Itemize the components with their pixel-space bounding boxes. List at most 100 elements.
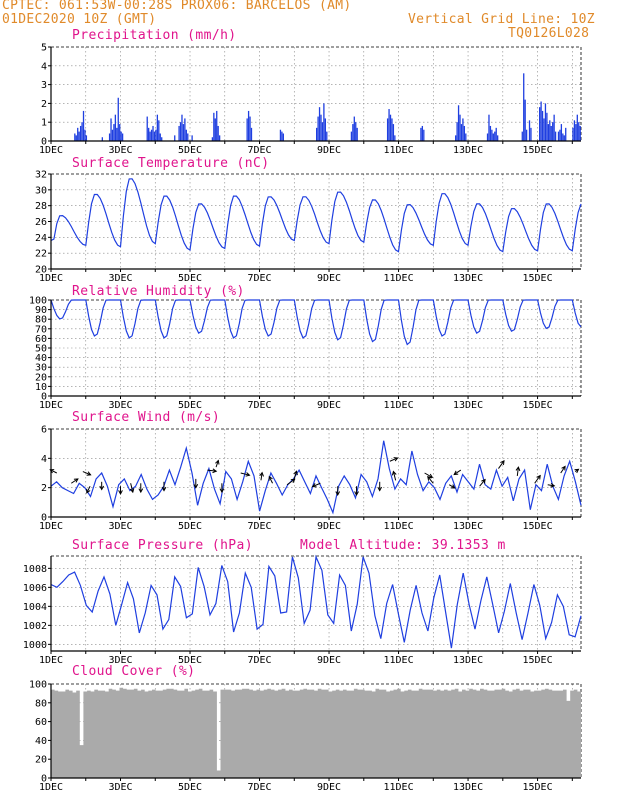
wind-arrow-head [193, 483, 199, 489]
x-tick-label: 15DEC [523, 400, 553, 411]
precip-bar [543, 118, 545, 141]
precip-bar [320, 114, 322, 141]
header-grid-note: Vertical Grid Line: 10Z [408, 12, 595, 27]
precip-bar [178, 125, 180, 141]
wind-arrow-head [129, 488, 135, 494]
x-tick-label: 5DEC [178, 782, 202, 793]
wind-arrow-head [161, 486, 167, 492]
pressure-line [50, 554, 582, 649]
wind-arrow [260, 472, 263, 481]
wind-speed-line [50, 440, 582, 515]
wind-arrow [82, 471, 91, 476]
y-tick-label: 1008 [23, 564, 47, 575]
x-tick-label: 1DEC [39, 145, 63, 156]
y-tick-label: 0 [41, 392, 47, 403]
y-tick-label: 1006 [23, 583, 47, 594]
x-tick-label: 11DEC [383, 521, 413, 532]
wind-arrow [560, 466, 566, 474]
precip-bar [562, 133, 564, 141]
x-tick-label: 13DEC [453, 782, 483, 793]
precip-bar [187, 133, 189, 141]
precip-bar [120, 131, 122, 141]
precip-bar [552, 122, 554, 141]
precip-bar [82, 110, 85, 141]
model-altitude: Model Altitude: 39.1353 m [300, 538, 506, 553]
y-tick-label: 70 [35, 324, 47, 335]
precip-bar [547, 124, 549, 141]
y-tick-label: 5 [41, 43, 47, 54]
y-tick-label: 40 [35, 736, 47, 747]
precip-bar [386, 118, 389, 141]
precip-bar [460, 124, 463, 141]
wind-arrow [427, 476, 434, 484]
wind-arrow-head [354, 491, 359, 497]
precip-bar [459, 114, 461, 141]
precip-bar [156, 114, 159, 141]
wind-arrow-head [500, 460, 505, 465]
wind-arrow [130, 483, 134, 493]
y-tick-label: 0 [41, 513, 47, 524]
x-tick-label: 7DEC [247, 655, 271, 666]
x-tick-label: 15DEC [523, 273, 553, 284]
x-tick-label: 3DEC [108, 655, 132, 666]
precip-bar [491, 129, 493, 141]
x-tick-label: 15DEC [523, 655, 553, 666]
precip-bar [546, 112, 548, 141]
precip-bar [182, 124, 185, 141]
precip-bar [530, 127, 532, 141]
wind-arrow [286, 478, 296, 486]
y-tick-label: 80 [35, 315, 47, 326]
precip-bar [540, 101, 542, 141]
cloud-title: Cloud Cover (%) [72, 664, 196, 679]
precip-bar [463, 125, 466, 141]
pressure-title: Surface Pressure (hPa) [72, 538, 253, 553]
rh-title: Relative Humidity (%) [72, 284, 245, 299]
precip-bar [462, 118, 464, 141]
precip-bar [149, 131, 151, 141]
y-tick-label: 90 [35, 305, 47, 316]
precip-bar [550, 125, 552, 141]
wind-arrow-head [377, 486, 383, 492]
precip-bar [353, 116, 355, 141]
cloud-cover-area [51, 687, 581, 778]
wind-arrow [392, 471, 397, 481]
header-date: 01DEC2020 10Z (GMT) [2, 12, 157, 27]
precip-bar [184, 118, 186, 141]
precip-bar [84, 129, 86, 141]
precip-bar [185, 129, 187, 141]
precip-bar [324, 118, 326, 141]
precip-bar [541, 110, 544, 141]
x-tick-label: 15DEC [523, 521, 553, 532]
precip-bar [539, 107, 541, 141]
precip-bar [494, 131, 496, 141]
wind-arrow [389, 457, 398, 462]
precip-bar [317, 116, 319, 141]
wind-arrow [268, 476, 274, 484]
y-tick-label: 4 [41, 454, 47, 465]
wind-arrow [453, 469, 462, 475]
precip-bar [323, 103, 325, 141]
y-tick-label: 80 [35, 698, 47, 709]
precip-bar [101, 137, 103, 141]
y-tick-label: 100 [29, 680, 47, 691]
x-tick-label: 11DEC [383, 400, 413, 411]
y-tick-label: 20 [35, 265, 47, 276]
precip-bar [392, 124, 395, 141]
precip-bar [524, 99, 526, 141]
precip-bar [523, 73, 525, 141]
precip-bar [525, 129, 528, 141]
x-tick-label: 11DEC [383, 782, 413, 793]
wind-arrow [240, 472, 250, 476]
y-tick-label: 1000 [23, 640, 47, 651]
precip-bar [544, 103, 547, 141]
precip-bar [250, 127, 253, 141]
y-tick-label: 2 [41, 483, 47, 494]
precip-bar [489, 125, 492, 141]
precip-bar [79, 125, 82, 141]
precip-bar [78, 131, 80, 141]
wind-arrow-head [311, 483, 317, 488]
precip-title: Precipitation (mm/h) [72, 28, 237, 43]
x-tick-label: 1DEC [39, 655, 63, 666]
y-tick-label: 0 [41, 137, 47, 148]
